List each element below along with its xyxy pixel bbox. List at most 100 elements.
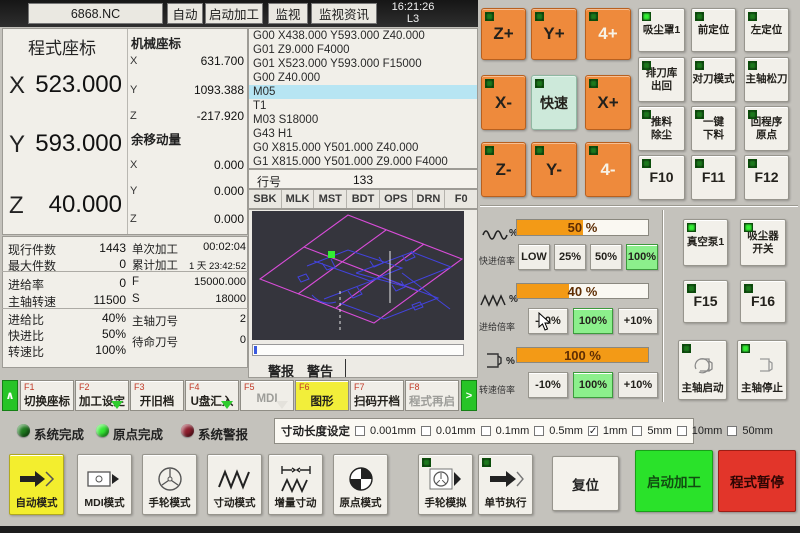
handwheel-mode-button[interactable]: 手轮模式 (142, 454, 197, 515)
flag-mst[interactable]: MST (314, 190, 348, 208)
indicator-square (695, 110, 704, 119)
tool-calibration-button[interactable]: 对刀模式 (691, 57, 736, 102)
indicator-square (535, 146, 544, 155)
origin-done-led (96, 424, 109, 437)
zigzag-wave-icon (480, 294, 506, 307)
tab-f5-mdi[interactable]: F5 MDI (240, 380, 294, 411)
program-name[interactable]: 6868.NC (28, 3, 163, 24)
fkey-next-button[interactable]: > (461, 380, 477, 411)
f16-button[interactable]: F16 (740, 280, 786, 323)
jog-mode-button[interactable]: 寸动模式 (207, 454, 262, 515)
jog-length-checkbox-50[interactable] (727, 426, 738, 436)
graph-input-bar[interactable] (252, 344, 464, 356)
f15-button[interactable]: F15 (683, 280, 728, 323)
spindle-stop-button[interactable]: 主轴停止 (737, 340, 787, 400)
push-material-dust-button[interactable]: 推料 除尘 (638, 106, 685, 151)
vacuum-cover-button[interactable]: 吸尘罩1 (638, 8, 685, 52)
flag-sbk[interactable]: SBK (249, 190, 282, 208)
machine-z-value: -217.920 (196, 109, 244, 123)
origin-done-label: 原点完成 (113, 428, 164, 442)
gcode-line: M03 S18000 (253, 114, 319, 126)
warning-tab[interactable]: 警告 (307, 364, 334, 379)
speed-override-fill (517, 348, 648, 362)
monitor-tab[interactable]: 监视 (268, 3, 308, 24)
jog-length-checkbox-01[interactable] (480, 426, 491, 436)
f10-button[interactable]: F10 (638, 155, 685, 200)
jog-length-checkbox-10[interactable] (676, 426, 687, 436)
flag-bdt[interactable]: BDT (347, 190, 380, 208)
auto-mode-button[interactable]: 自动模式 (9, 454, 64, 515)
gcode-line: G43 H1 (253, 128, 293, 140)
increment-jog-mode-button[interactable]: 增量寸动 (268, 454, 323, 515)
spindle-start-button[interactable]: 主轴启动 (678, 340, 727, 400)
flag-f0[interactable]: F0 (454, 193, 468, 205)
vacuum-pump-button[interactable]: 真空泵1 (683, 219, 728, 266)
flag-mlk[interactable]: MLK (282, 190, 315, 208)
handwheel-sim-button[interactable]: 手轮模拟 (418, 454, 473, 515)
axis-x-label: X (9, 72, 26, 99)
jog-4-minus-button[interactable]: 4- (585, 142, 631, 197)
jog-z-minus-button[interactable]: Z- (481, 142, 526, 197)
run-state-indicator: 启动加工 (205, 3, 263, 24)
rapid-50-button[interactable]: 50% (590, 244, 622, 270)
reset-button[interactable]: 复位 (552, 456, 619, 511)
flag-ops[interactable]: OPS (380, 190, 413, 208)
flag-drn[interactable]: DRN (413, 190, 446, 208)
jog-length-checkbox-5[interactable] (632, 426, 643, 436)
return-program-origin-button[interactable]: 回程序 原点 (744, 106, 789, 151)
tab-f6-graphics[interactable]: F6 图形 (295, 380, 349, 411)
feed-plus10-button[interactable]: +10% (618, 308, 658, 334)
single-block-button[interactable]: 单节执行 (478, 454, 533, 515)
program-pause-button[interactable]: 程式暂停 (718, 450, 796, 512)
jog-y-minus-button[interactable]: Y- (531, 142, 577, 197)
tab-f2-machining-settings[interactable]: F2 加工设定 (75, 380, 129, 411)
stat-value: 100% (95, 343, 126, 357)
f11-button[interactable]: F11 (691, 155, 736, 200)
front-position-button[interactable]: 前定位 (691, 8, 736, 52)
tab-f4-usb-import[interactable]: F4 U盘汇入 (185, 380, 239, 411)
feed-100-button[interactable]: 100% (573, 308, 613, 334)
dust-collector-switch-button[interactable]: 吸尘器 开关 (740, 219, 786, 266)
origin-mode-button[interactable]: 原点模式 (333, 454, 388, 515)
left-position-button[interactable]: 左定位 (744, 8, 789, 52)
jog-length-checkbox-1[interactable]: ✓ (587, 426, 598, 437)
tab-f1-switch-coords[interactable]: F1 切换座标 (20, 380, 74, 411)
speed-plus10-button[interactable]: +10% (618, 372, 658, 398)
rapid-low-button[interactable]: LOW (518, 244, 550, 270)
fkey-prev-button[interactable]: ∧ (2, 380, 18, 411)
monitor-info-tab[interactable]: 监视资讯 (311, 3, 377, 24)
jog-length-label: 寸动长度设定 (281, 426, 350, 438)
tab-f3-open-file[interactable]: F3 开旧档 (130, 380, 184, 411)
tab-f8-program-restart[interactable]: F8 程式再启 (405, 380, 459, 411)
jog-x-minus-button[interactable]: X- (481, 75, 526, 130)
indicator-square (695, 61, 704, 70)
spindle-unclamp-button[interactable]: 主轴松刀 (744, 57, 789, 102)
speed-minus10-button[interactable]: -10% (528, 372, 568, 398)
handwheel-icon (143, 461, 196, 497)
stat-value: 2 (239, 313, 246, 325)
increment-jog-icon (269, 461, 322, 497)
jog-length-checkbox-0001[interactable] (355, 426, 365, 436)
jog-length-checkbox-001[interactable] (420, 426, 431, 436)
jog-4-plus-button[interactable]: 4+ (585, 8, 631, 60)
speed-unit: % (506, 356, 515, 367)
jog-length-checkbox-05[interactable] (534, 426, 545, 436)
rapid-25-button[interactable]: 25% (554, 244, 586, 270)
feed-minus10-button[interactable]: -10% (528, 308, 568, 334)
stat-value: 0 (119, 257, 126, 271)
alarm-tab[interactable]: 警报 (268, 364, 295, 379)
one-key-unload-button[interactable]: 一键 下料 (691, 106, 736, 151)
mdi-mode-button[interactable]: MDI模式 (77, 454, 132, 515)
tab-f7-scan-open[interactable]: F7 扫码开档 (350, 380, 404, 411)
system-done-label: 系统完成 (34, 428, 85, 442)
jog-y-plus-button[interactable]: Y+ (531, 8, 577, 60)
jog-x-plus-button[interactable]: X+ (585, 75, 631, 130)
start-machining-button[interactable]: 启动加工 (635, 450, 713, 512)
f12-button[interactable]: F12 (744, 155, 789, 200)
speed-100-button[interactable]: 100% (573, 372, 613, 398)
rapid-button[interactable]: 快速 (531, 75, 577, 130)
stat-value: 1443 (99, 241, 126, 255)
tool-magazine-button[interactable]: 排刀库 出回 (638, 57, 685, 102)
jog-z-plus-button[interactable]: Z+ (481, 8, 526, 60)
rapid-100-button[interactable]: 100% (626, 244, 658, 270)
